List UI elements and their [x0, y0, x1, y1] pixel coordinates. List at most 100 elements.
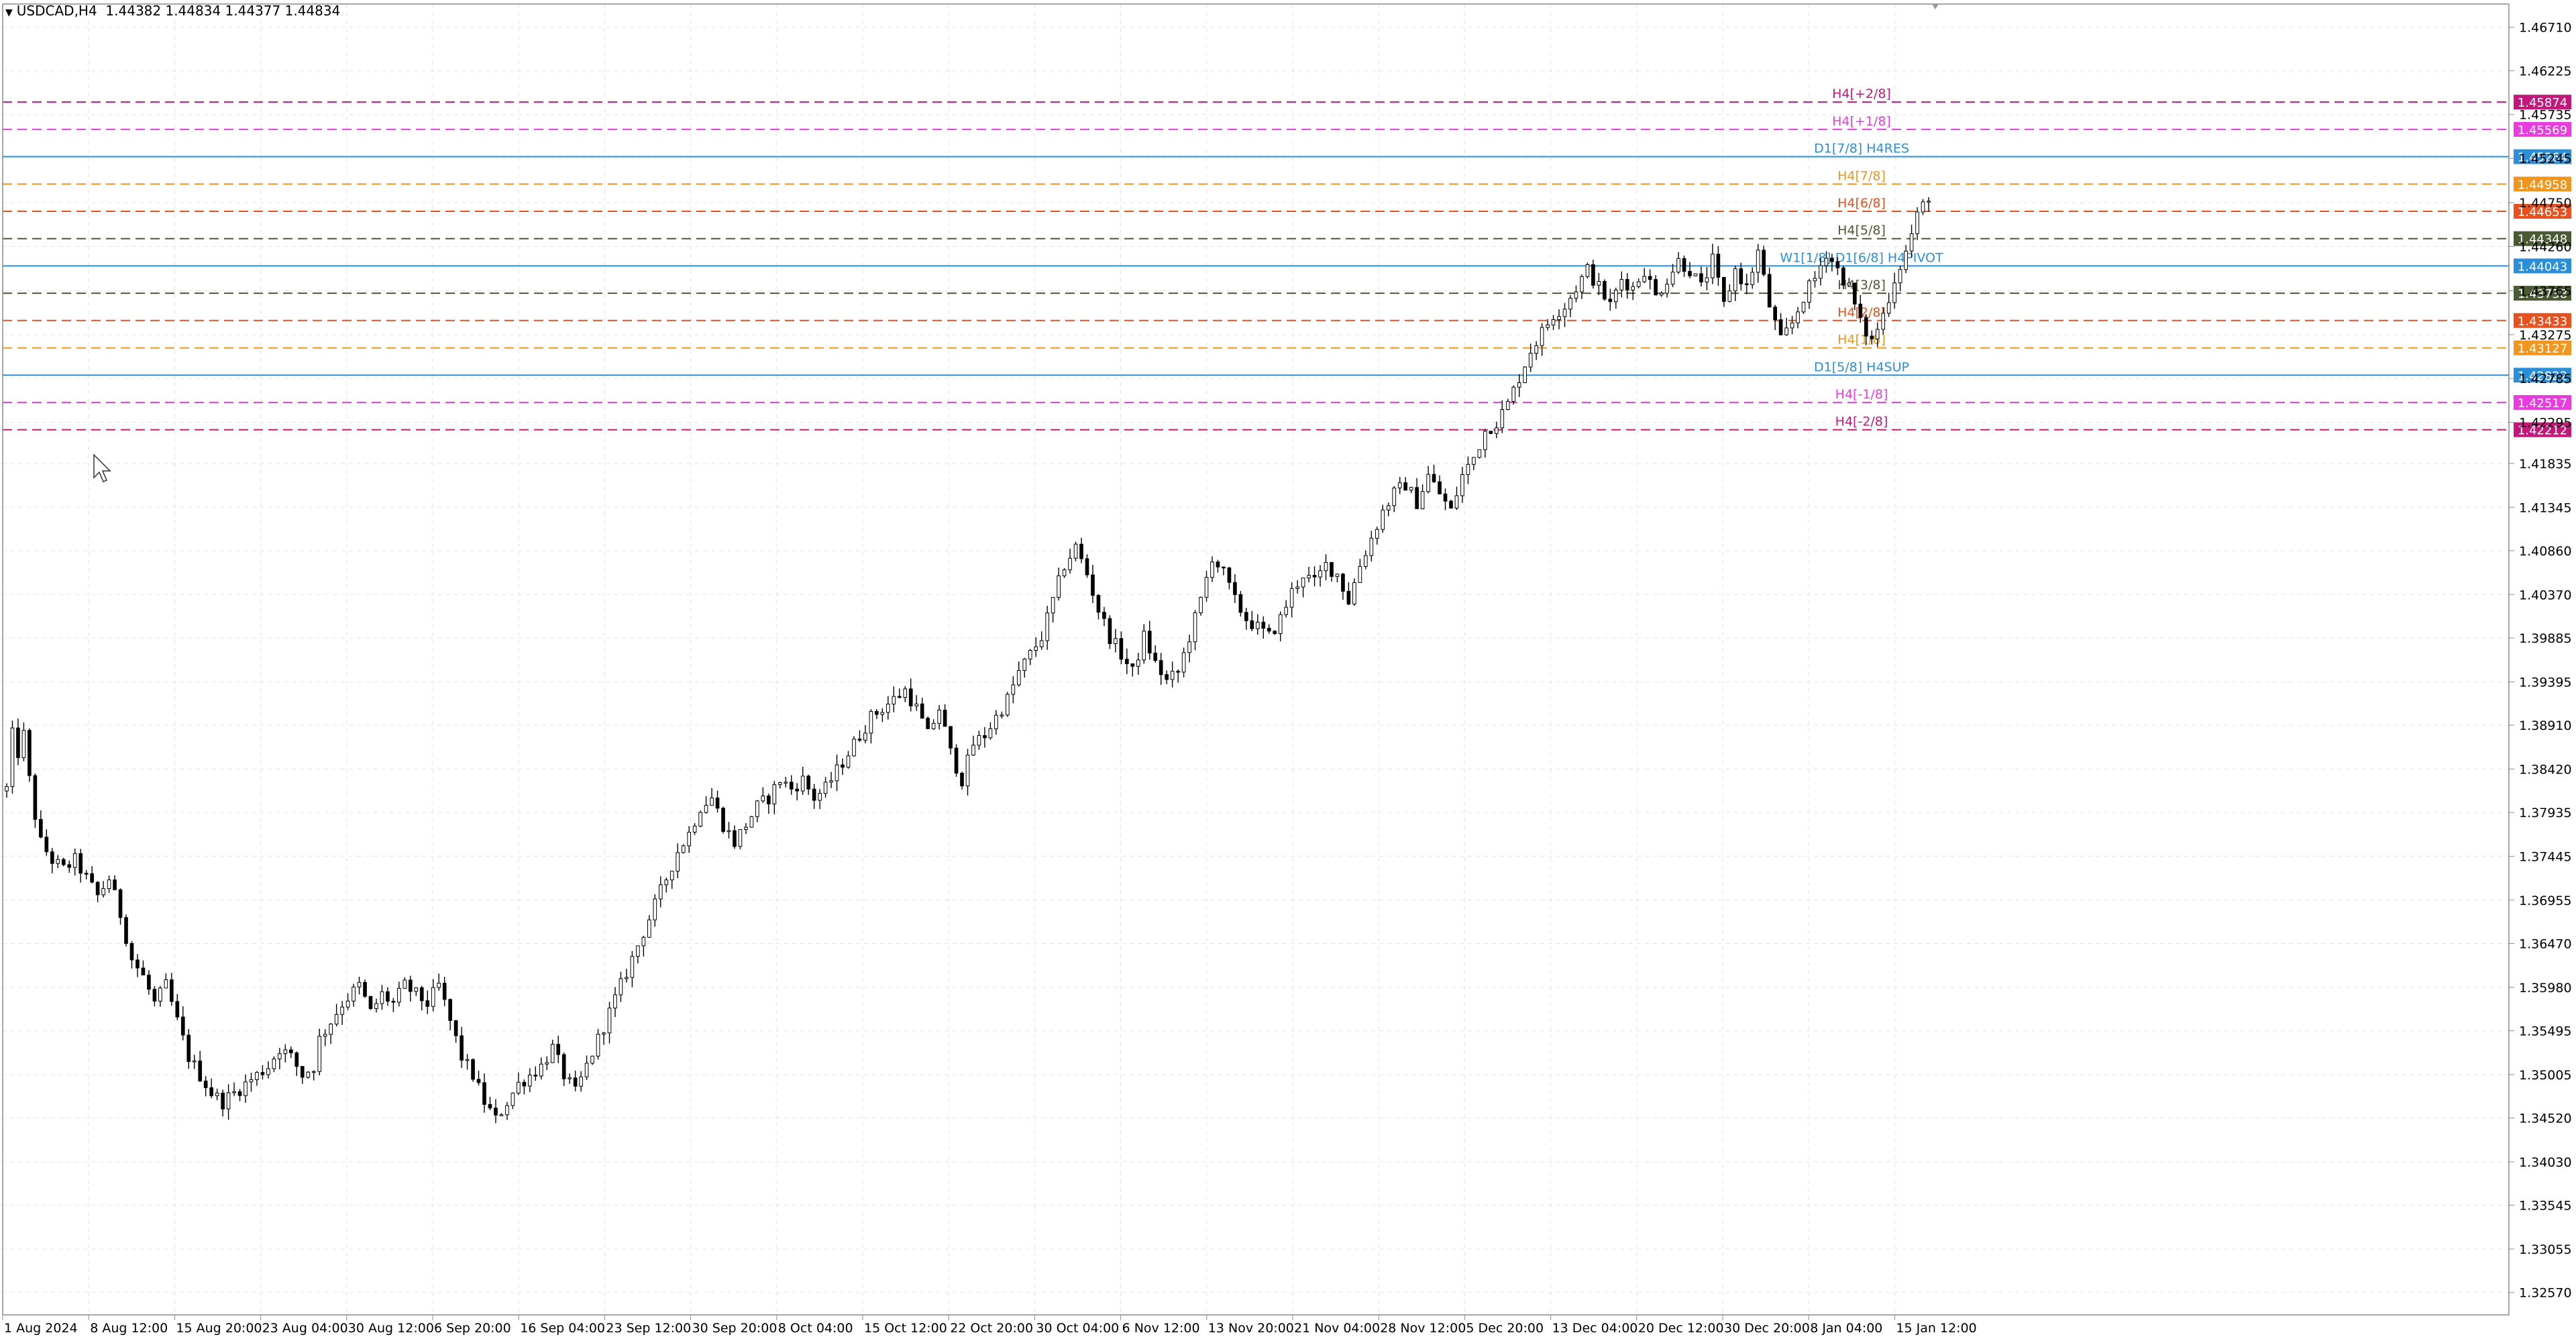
level-label: D1[5/8] H4SUP: [1814, 360, 1909, 374]
candle-bull: [1028, 649, 1032, 659]
candle-bull: [107, 879, 111, 890]
candle-bear: [1722, 276, 1726, 302]
candle-bear: [1102, 612, 1106, 619]
y-tick-label: 1.41345: [2519, 500, 2572, 515]
candle-bull: [1505, 400, 1510, 410]
candle-bear: [294, 1052, 299, 1067]
candle-bull: [1750, 272, 1755, 285]
candle-bull: [511, 1092, 515, 1106]
candle-bull: [72, 853, 77, 868]
candle-bull: [727, 830, 731, 833]
time-axis: 1 Aug 2024 8 Aug 12:00 15 Aug 20:00 23 Aug …: [2, 1315, 1977, 1336]
level-price-label: 1.45264: [2518, 151, 2567, 165]
candle-bull: [1284, 606, 1289, 615]
candle-bear: [460, 1035, 464, 1061]
candle-bear: [1403, 482, 1408, 491]
x-tick-label: 30 Oct 04:00: [1036, 1321, 1119, 1336]
candle-bull: [1892, 282, 1896, 303]
candle-bear: [1688, 271, 1692, 276]
candle-bull: [283, 1049, 288, 1055]
candle-bear: [221, 1092, 225, 1110]
candle-bear: [84, 873, 89, 875]
candle-bull: [1790, 322, 1794, 329]
candle-bull: [971, 745, 975, 756]
mouse-cursor-icon: [93, 453, 111, 482]
candle-bull: [431, 987, 435, 1007]
candle-bull: [1324, 561, 1328, 572]
candle-bear: [522, 1081, 527, 1087]
candle-bull: [1494, 427, 1499, 434]
candle-bear: [1147, 631, 1152, 653]
candle-bull: [437, 983, 441, 988]
candle-bull: [1909, 233, 1914, 252]
candle-bear: [61, 859, 66, 865]
candle-bull: [266, 1068, 270, 1075]
x-tick-label: 8 Jan 04:00: [1810, 1321, 1882, 1336]
candle-bear: [1778, 319, 1783, 335]
candle-bull: [192, 1060, 197, 1063]
y-tick-label: 1.38420: [2519, 762, 2572, 777]
candle-bull: [1170, 671, 1175, 680]
candle-bull: [1426, 474, 1430, 492]
candle-bear: [1716, 254, 1721, 278]
candle-bull: [800, 775, 805, 792]
candle-bear: [1864, 317, 1868, 337]
level-price-label: 1.42822: [2518, 369, 2567, 383]
candle-bull: [653, 898, 657, 920]
candle-bear: [113, 879, 117, 890]
x-tick-label: 8 Aug 12:00: [90, 1321, 168, 1336]
candle-bull: [579, 1076, 583, 1087]
candle-bull: [1619, 279, 1624, 290]
candle-bear: [1699, 273, 1703, 282]
level-price-tag: [2514, 422, 2571, 437]
level-label: H4[6/8]: [1837, 196, 1886, 211]
candle-bear: [1603, 281, 1607, 300]
level-label: H4[-2/8]: [1835, 415, 1888, 429]
candle-bull: [613, 994, 617, 1009]
candle-bull: [56, 859, 60, 864]
candle-bull: [777, 782, 782, 786]
candle-bull: [1659, 292, 1664, 296]
candle-bear: [209, 1087, 213, 1096]
candle-bear: [482, 1082, 486, 1105]
candle-bull: [630, 956, 635, 978]
candle-bull: [1875, 329, 1880, 339]
candle-bull: [835, 764, 839, 782]
candle-bull: [380, 991, 384, 1004]
y-tick-label: 1.37935: [2519, 806, 2572, 820]
y-tick-label: 1.35005: [2519, 1068, 2572, 1083]
candle-bear: [920, 703, 924, 719]
candle-bear: [875, 711, 879, 715]
candle-bear: [1341, 574, 1345, 592]
candle-bull: [1756, 250, 1760, 273]
y-tick-label: 1.44260: [2519, 239, 2572, 254]
candle-bear: [766, 795, 771, 804]
candle-bull: [1813, 278, 1817, 282]
x-tick-label: 1 Aug 2024: [4, 1321, 78, 1336]
dropdown-triangle-icon[interactable]: ▼: [5, 7, 13, 18]
candle-bull: [272, 1059, 276, 1069]
candle-bear: [1767, 274, 1772, 308]
candle-bear: [1443, 493, 1448, 502]
candle-bull: [329, 1023, 333, 1035]
candle-bull: [1016, 670, 1021, 686]
candle-bull: [1784, 327, 1788, 335]
candle-bear: [237, 1091, 242, 1096]
y-tick-label: 1.37445: [2519, 849, 2572, 864]
level-price-label: 1.42212: [2518, 424, 2567, 438]
x-tick-label: 23 Aug 04:00: [262, 1321, 348, 1336]
candle-bull: [1670, 272, 1675, 285]
candle-bear: [1079, 543, 1083, 559]
candle-bear: [1244, 612, 1248, 621]
y-tick-label: 1.33055: [2519, 1242, 2572, 1257]
candle-bull: [5, 786, 9, 792]
candle-bull: [334, 1014, 339, 1024]
candle-bear: [136, 959, 140, 969]
candle-bull: [1022, 658, 1027, 672]
candle-bear: [1591, 264, 1595, 286]
x-tick-label: 15 Aug 20:00: [176, 1321, 262, 1336]
candle-bull: [846, 755, 851, 768]
candle-bear: [300, 1066, 305, 1078]
